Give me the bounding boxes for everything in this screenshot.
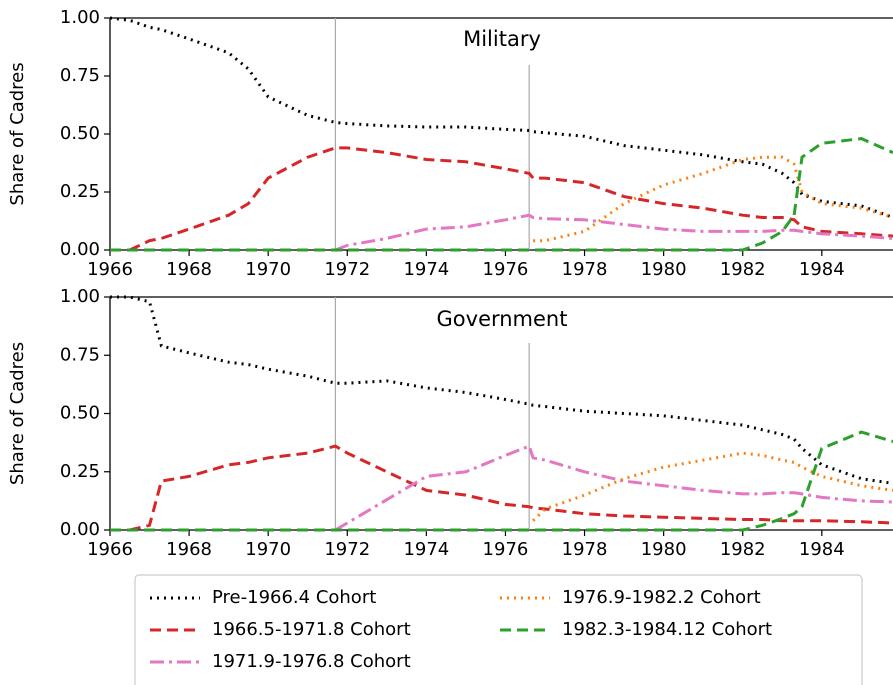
series-line [533, 155, 893, 243]
x-tick-label: 1976 [483, 539, 529, 560]
plot-lines [110, 16, 893, 252]
x-tick-label: 1974 [403, 539, 449, 560]
x-tick-label: 1972 [324, 539, 370, 560]
x-tick-label: 1972 [324, 259, 370, 280]
series-line [334, 444, 893, 532]
legend-label: Pre-1966.4 Cohort [212, 587, 376, 608]
y-tick-label: 0.00 [60, 239, 100, 260]
y-tick-label: 0.75 [60, 65, 100, 86]
series-line [129, 146, 893, 252]
x-tick-label: 1966 [87, 539, 133, 560]
chart-title: Government [437, 307, 568, 331]
legend-label: 1966.5-1971.8 Cohort [212, 619, 411, 640]
y-tick-label: 0.50 [60, 123, 100, 144]
series-line [110, 137, 893, 252]
x-tick-label: 1968 [166, 259, 212, 280]
x-tick-label: 1980 [641, 539, 687, 560]
x-tick-label: 1978 [562, 539, 608, 560]
y-tick-label: 0.00 [60, 519, 100, 540]
plot-lines [110, 295, 893, 532]
y-tick-label: 1.00 [60, 286, 100, 307]
series-line [110, 295, 893, 485]
y-axis-label: Share of Cadres [7, 62, 28, 205]
x-tick-label: 1982 [720, 539, 766, 560]
series-line [110, 430, 893, 532]
y-axis-label: Share of Cadres [7, 342, 28, 485]
series-line [129, 444, 893, 532]
x-tick-label: 1978 [562, 259, 608, 280]
x-tick-label: 1966 [87, 259, 133, 280]
legend-label: 1976.9-1982.2 Cohort [562, 587, 761, 608]
legend-label: 1982.3-1984.12 Cohort [562, 619, 772, 640]
x-tick-label: 1980 [641, 259, 687, 280]
y-tick-label: 0.25 [60, 461, 100, 482]
x-tick-label: 1974 [403, 259, 449, 280]
legend-box [134, 574, 863, 685]
x-tick-label: 1984 [799, 259, 845, 280]
x-tick-label: 1970 [245, 539, 291, 560]
x-tick-label: 1970 [245, 259, 291, 280]
y-tick-label: 0.50 [60, 403, 100, 424]
chart-title: Military [463, 27, 541, 51]
legend-label: 1971.9-1976.8 Cohort [212, 651, 411, 672]
series-line [532, 451, 893, 522]
x-tick-label: 1984 [799, 539, 845, 560]
y-tick-label: 0.25 [60, 181, 100, 202]
y-tick-label: 1.00 [60, 7, 100, 28]
x-tick-label: 1982 [720, 259, 766, 280]
y-tick-label: 0.75 [60, 344, 100, 365]
x-tick-label: 1976 [483, 259, 529, 280]
series-line [334, 213, 893, 252]
x-tick-label: 1968 [166, 539, 212, 560]
